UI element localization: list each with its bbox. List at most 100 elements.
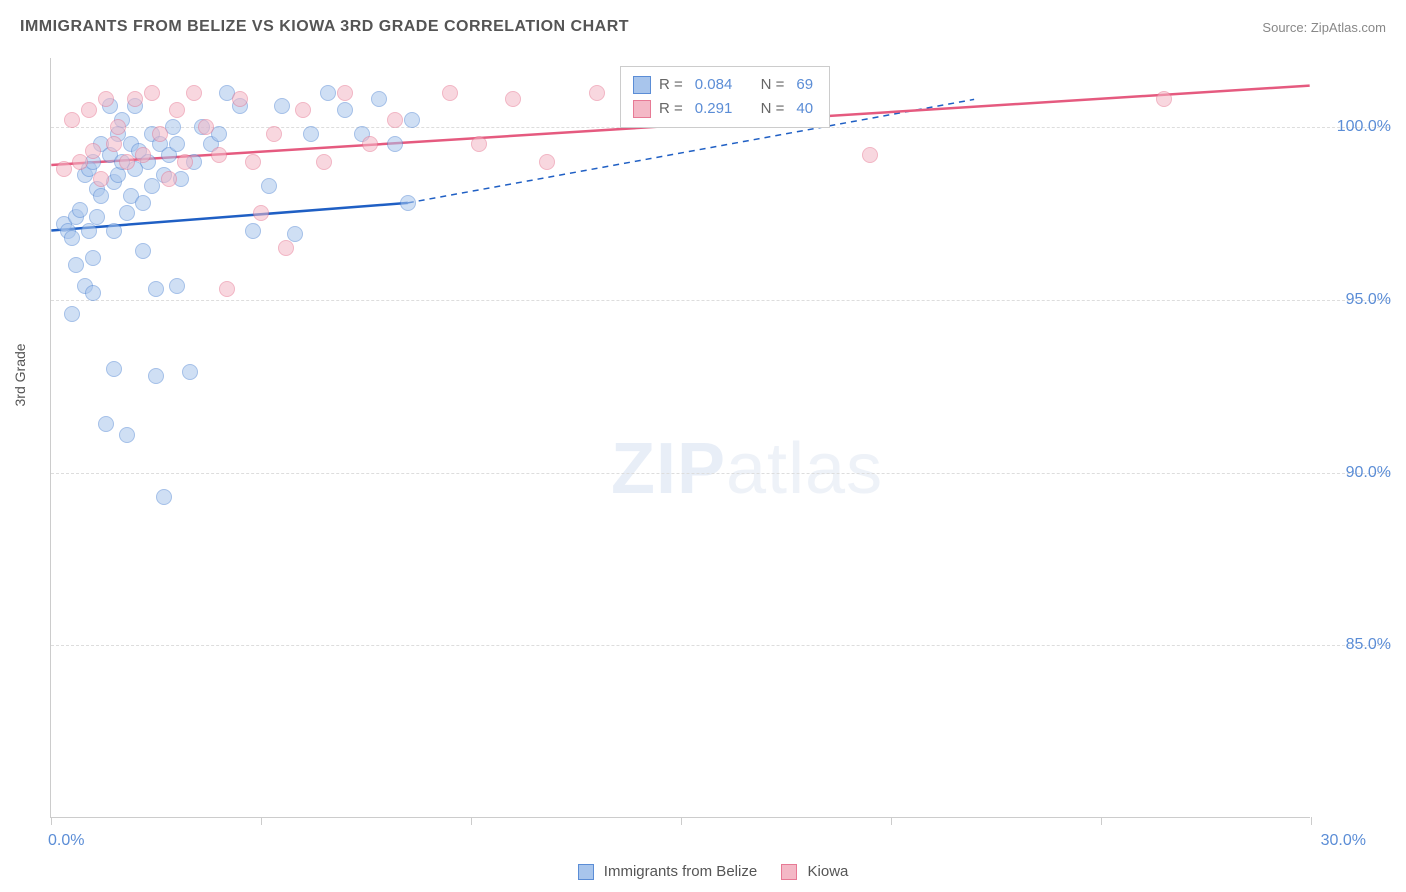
source-link[interactable]: ZipAtlas.com (1311, 20, 1386, 35)
scatter-point (404, 112, 420, 128)
scatter-point (337, 102, 353, 118)
scatter-point (135, 195, 151, 211)
scatter-point (81, 102, 97, 118)
scatter-point (106, 136, 122, 152)
scatter-point (85, 285, 101, 301)
scatter-point (371, 91, 387, 107)
scatter-point (245, 223, 261, 239)
chart-title: IMMIGRANTS FROM BELIZE VS KIOWA 3RD GRAD… (20, 18, 629, 36)
scatter-point (211, 147, 227, 163)
r-label: R = (659, 73, 683, 97)
grid-line (51, 645, 1390, 646)
scatter-point (127, 91, 143, 107)
n-label: N = (761, 97, 785, 121)
r-label: R = (659, 97, 683, 121)
scatter-point (400, 195, 416, 211)
scatter-point (182, 364, 198, 380)
scatter-point (68, 257, 84, 273)
series1-r-value: 0.084 (695, 73, 733, 97)
n-label: N = (761, 73, 785, 97)
scatter-point (110, 119, 126, 135)
scatter-point (303, 126, 319, 142)
scatter-point (245, 154, 261, 170)
scatter-point (106, 223, 122, 239)
x-tick (1101, 817, 1102, 825)
scatter-point (64, 306, 80, 322)
scatter-point (148, 281, 164, 297)
scatter-point (316, 154, 332, 170)
series2-swatch (633, 100, 651, 118)
scatter-point (442, 85, 458, 101)
y-tick-label: 100.0% (1337, 118, 1391, 136)
scatter-point (144, 85, 160, 101)
scatter-point (106, 361, 122, 377)
scatter-point (98, 91, 114, 107)
scatter-point (539, 154, 555, 170)
source-label: Source: (1262, 20, 1307, 35)
scatter-point (135, 147, 151, 163)
x-tick (51, 817, 52, 825)
x-tick (681, 817, 682, 825)
y-tick-label: 85.0% (1346, 636, 1391, 654)
scatter-point (1156, 91, 1172, 107)
y-axis-label: 3rd Grade (12, 343, 28, 406)
scatter-point (278, 240, 294, 256)
scatter-point (93, 188, 109, 204)
scatter-point (85, 143, 101, 159)
scatter-point (232, 91, 248, 107)
series1-n-value: 69 (796, 73, 813, 97)
scatter-point (266, 126, 282, 142)
scatter-point (72, 202, 88, 218)
scatter-point (589, 85, 605, 101)
series2-r-value: 0.291 (695, 97, 733, 121)
scatter-point (161, 171, 177, 187)
scatter-point (387, 136, 403, 152)
x-tick (1311, 817, 1312, 825)
regression-stats-box: R = 0.084 N = 69 R = 0.291 N = 40 (620, 66, 830, 128)
watermark-thin: atlas (726, 429, 883, 509)
scatter-point (93, 171, 109, 187)
scatter-point (177, 154, 193, 170)
scatter-point (81, 223, 97, 239)
series2-n-value: 40 (796, 97, 813, 121)
scatter-point (337, 85, 353, 101)
scatter-point (362, 136, 378, 152)
scatter-point (148, 368, 164, 384)
scatter-point (135, 243, 151, 259)
y-tick-label: 95.0% (1346, 291, 1391, 309)
scatter-point (98, 416, 114, 432)
scatter-point (219, 281, 235, 297)
x-tick (261, 817, 262, 825)
scatter-point (64, 230, 80, 246)
scatter-point (274, 98, 290, 114)
x-tick-label-max: 30.0% (1321, 832, 1366, 850)
plot-area: ZIPatlas (50, 58, 1310, 818)
scatter-point (156, 489, 172, 505)
watermark-bold: ZIP (611, 429, 726, 509)
regression-row-series2: R = 0.291 N = 40 (633, 97, 817, 121)
scatter-point (862, 147, 878, 163)
scatter-point (320, 85, 336, 101)
scatter-point (110, 167, 126, 183)
regression-lines (51, 58, 1310, 817)
source-attribution: Source: ZipAtlas.com (1262, 20, 1386, 35)
scatter-point (85, 250, 101, 266)
scatter-point (471, 136, 487, 152)
regression-row-series1: R = 0.084 N = 69 (633, 73, 817, 97)
scatter-point (169, 136, 185, 152)
grid-line (51, 473, 1390, 474)
scatter-point (119, 427, 135, 443)
bottom-legend: Immigrants from Belize Kiowa (0, 863, 1406, 880)
x-tick-label-min: 0.0% (48, 832, 84, 850)
legend-swatch-series2 (781, 864, 797, 880)
scatter-point (64, 112, 80, 128)
watermark-text: ZIPatlas (611, 428, 883, 510)
scatter-point (505, 91, 521, 107)
x-tick (471, 817, 472, 825)
scatter-point (169, 278, 185, 294)
scatter-point (119, 205, 135, 221)
x-tick (891, 817, 892, 825)
legend-label-series2: Kiowa (808, 863, 849, 880)
scatter-point (261, 178, 277, 194)
series1-swatch (633, 76, 651, 94)
